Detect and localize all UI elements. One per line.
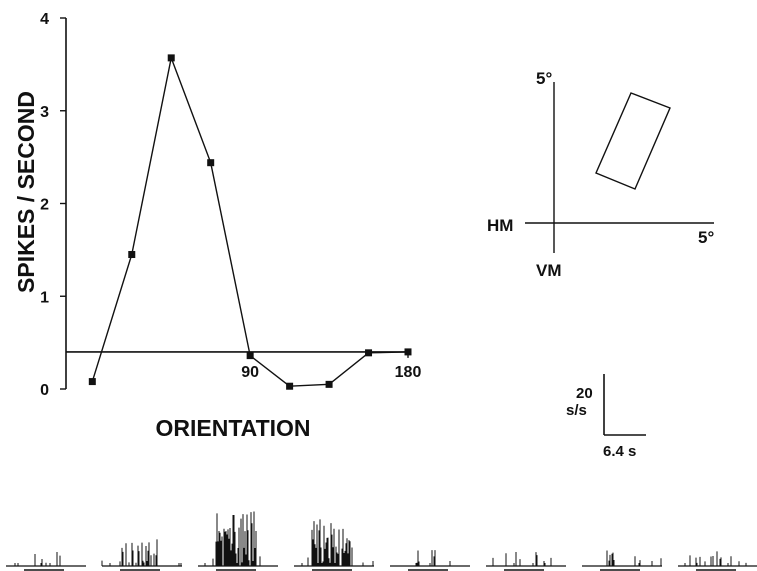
horizontal-5-degree-label: 5° — [698, 228, 714, 247]
data-point — [128, 251, 136, 259]
y-tick-label: 3 — [40, 104, 49, 121]
data-point — [88, 378, 96, 386]
data-points — [88, 54, 412, 390]
y-tick-label: 0 — [40, 382, 49, 399]
spike-histograms — [6, 511, 757, 571]
data-point — [167, 54, 175, 62]
hm-label: HM — [487, 216, 513, 235]
scale-bar-value: 20 — [576, 385, 593, 402]
y-tick-label: 1 — [40, 289, 49, 306]
x-axis-ticks: 90 180 — [241, 351, 422, 381]
vm-label: VM — [536, 261, 562, 280]
y-axis-title: SPIKES / SECOND — [13, 91, 39, 293]
data-point — [286, 382, 294, 390]
x-tick-label: 90 — [241, 364, 259, 381]
data-point — [246, 352, 254, 360]
data-point — [404, 348, 412, 356]
x-tick-label: 180 — [395, 364, 422, 381]
data-point — [325, 380, 333, 388]
receptive-field-inset: 5° 5° HM VM — [487, 69, 714, 280]
series-line — [91, 55, 409, 387]
tuning-curve-chart: 0 1 2 3 4 90 180 SPIKES / SECOND ORIENTATION — [13, 11, 421, 441]
data-point — [207, 159, 215, 167]
scale-bar-time: 6.4 s — [603, 443, 636, 460]
scale-bar: 20 s/s 6.4 s — [566, 374, 646, 460]
y-tick-label: 4 — [40, 11, 49, 28]
vertical-5-degree-label: 5° — [536, 69, 552, 88]
y-tick-label: 2 — [40, 197, 49, 214]
scale-bar-unit: s/s — [566, 402, 587, 419]
receptive-field-rectangle — [595, 92, 671, 190]
data-point — [365, 349, 373, 357]
y-axis-ticks: 0 1 2 3 4 — [40, 11, 66, 399]
x-axis-title: ORIENTATION — [155, 415, 310, 441]
